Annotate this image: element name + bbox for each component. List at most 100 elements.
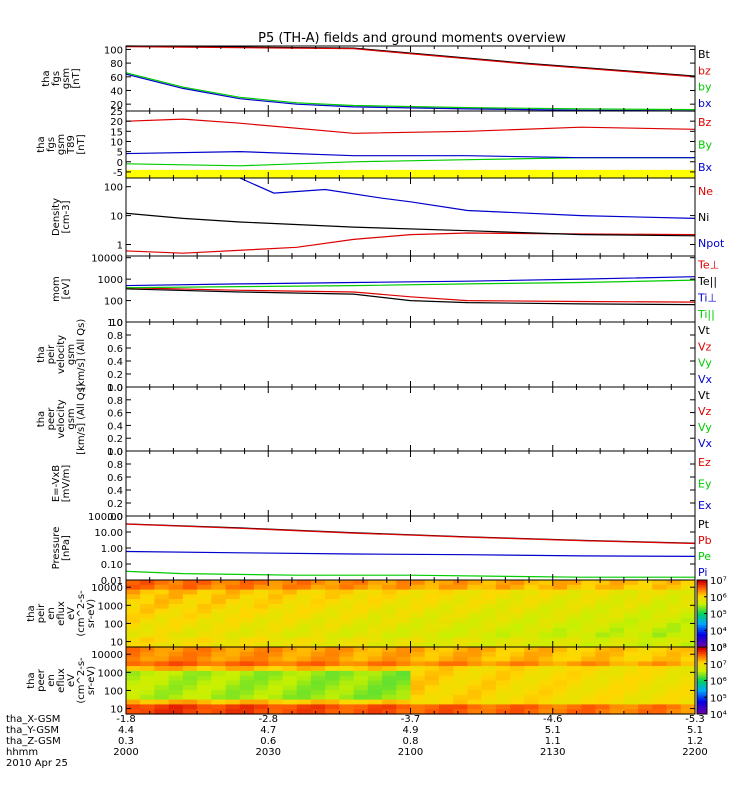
series-bz-line (125, 118, 696, 134)
y-tick-label: 10 (110, 318, 123, 329)
legend-entry: Ni (698, 211, 709, 224)
x-axis-row-label: hhmm (6, 747, 38, 758)
colorbar-tick-label: 10⁶ (710, 593, 727, 604)
series-ni-line (125, 212, 696, 237)
panel-frame (125, 255, 696, 323)
y-tick-label: 0.2 (107, 370, 123, 381)
y-tick-label: 1000 (98, 601, 123, 612)
colorbar-10: 10⁴ 10⁵ 10⁶ 10⁷ 10⁸ (696, 643, 727, 721)
panel-frame (125, 515, 696, 581)
x-tick-value: -4.6 (543, 714, 563, 725)
y-axis-label: [mV/m] (61, 465, 72, 503)
y-axis-label: eflux (56, 601, 67, 626)
figure-title: P5 (TH-A) fields and ground moments over… (258, 31, 566, 46)
legend-entry: Pt (698, 518, 710, 531)
y-tick-label: 10.00 (94, 528, 123, 539)
y-axis-label: [cm-3] (61, 200, 72, 233)
y-tick-label: 0.6 (107, 409, 123, 420)
y-axis-label: tha (41, 70, 52, 86)
x-tick-value: 5.1 (545, 725, 561, 736)
x-tick-value: -5.3 (685, 714, 705, 725)
legend-entry: Vy (698, 421, 712, 434)
y-tick-label: 100 (104, 619, 123, 630)
colorbar-tick-label: 10³ (710, 643, 727, 654)
y-axis-label: [nT] (76, 134, 87, 154)
legend-entry: Ey (698, 478, 712, 491)
y-axis-label: [nT] (71, 68, 82, 88)
y-axis-label: gsm (61, 68, 72, 89)
x-tick-value: -3.7 (401, 714, 421, 725)
legend-entry: Vz (698, 405, 712, 418)
colorbar-tick-label: 10⁷ (710, 660, 727, 671)
y-tick-label: 0.10 (101, 560, 123, 571)
colorbar-tick-label: 10⁵ (710, 693, 727, 704)
y-axis-label: [eV] (61, 279, 72, 300)
y-axis-label: [km/s] (All Qs) (76, 319, 87, 391)
x-tick-value: 1.2 (687, 736, 703, 747)
colorbar-9: 10³ 10⁴ 10⁵ 10⁶ 10⁷ (696, 576, 727, 654)
y-tick-label: 100 (104, 183, 123, 194)
legend-entry: Pb (698, 534, 712, 547)
panel-frame (125, 321, 696, 388)
y-axis-label: mom (51, 276, 62, 302)
series-bz-line (125, 46, 696, 78)
x-tick-value: 1.1 (545, 736, 561, 747)
y-tick-label: 10000 (91, 650, 123, 661)
series-pi-line (125, 550, 696, 558)
legend-entry: Pi (698, 566, 707, 579)
y-tick-label: 15 (110, 127, 123, 138)
y-tick-label: 100 (104, 297, 123, 308)
y-axis-label: gsm (56, 134, 67, 155)
y-tick-label: 10 (110, 137, 123, 148)
y-axis-label: gsm (66, 408, 77, 429)
panel-frame (125, 177, 696, 257)
series-npot-line (239, 177, 696, 219)
y-axis-label: tha (36, 346, 47, 362)
x-axis-row-label: 2010 Apr 25 (6, 758, 68, 769)
y-tick-label: 0.8 (107, 460, 123, 471)
legend-entry: Npot (698, 237, 725, 250)
x-tick-value: 0.3 (118, 736, 134, 747)
series-ti-line (125, 276, 696, 287)
y-axis-label: [nPa] (61, 535, 72, 561)
legend-entry: Ti|| (697, 308, 715, 321)
y-tick-label: 80 (110, 59, 123, 70)
colorbar-tick-label: 10⁸ (710, 643, 727, 654)
colorbar-tick-label: 10⁶ (710, 677, 727, 688)
y-tick-label: 1000 (98, 275, 123, 286)
series-bx-line (125, 150, 695, 159)
y-axis-label: tha (26, 605, 37, 621)
legend-entry: by (698, 81, 712, 94)
panel-4: 10 100 1000 10000 mom [eV] Te⊥ Te|| Ti⊥ Ti|| (51, 254, 719, 329)
y-axis-label: Pressure (51, 527, 62, 570)
legend-entry: Vt (698, 389, 711, 402)
y-tick-label: 20 (110, 100, 123, 111)
colorbar-tick-label: 10⁴ (710, 626, 727, 637)
y-axis-label: E=-VxB (51, 465, 62, 502)
y-tick-label: 100 (104, 45, 123, 56)
x-axis-row-label: tha_X-GSM (6, 714, 60, 725)
panel-9: 10³ 10⁴ 10⁵ 10⁶ 10⁷ 10 100 1000 10000 tha peir en ef… (26, 576, 727, 654)
y-tick-label: 40 (110, 86, 123, 97)
y-tick-label: 0.4 (107, 421, 123, 432)
y-tick-label: 0.0 (107, 383, 123, 394)
y-tick-label: 1.0 (107, 383, 123, 394)
legend-entry: Bx (698, 161, 713, 174)
y-tick-label: 10 (110, 705, 123, 716)
y-tick-label: 20 (110, 117, 123, 128)
series-pb-line (125, 523, 696, 545)
legend-entry: Bt (698, 48, 711, 61)
y-axis-label: sr-eV) (86, 666, 97, 695)
x-tick-value: 4.4 (118, 725, 134, 736)
y-axis-label: Density (51, 198, 62, 236)
x-tick-value: 2030 (256, 747, 281, 758)
x-tick-value: -1.8 (116, 714, 136, 725)
y-tick-label: 25 (110, 107, 123, 118)
y-axis-label: velocity (56, 399, 67, 438)
y-tick-label: -5 (113, 168, 123, 179)
colorbar-tick-label: 10⁷ (710, 576, 727, 587)
y-tick-label: 0.2 (107, 434, 123, 445)
panel-5: 0.0 0.2 0.4 0.6 0.8 1.0 tha peir velocity gsm [km/… (36, 318, 713, 394)
